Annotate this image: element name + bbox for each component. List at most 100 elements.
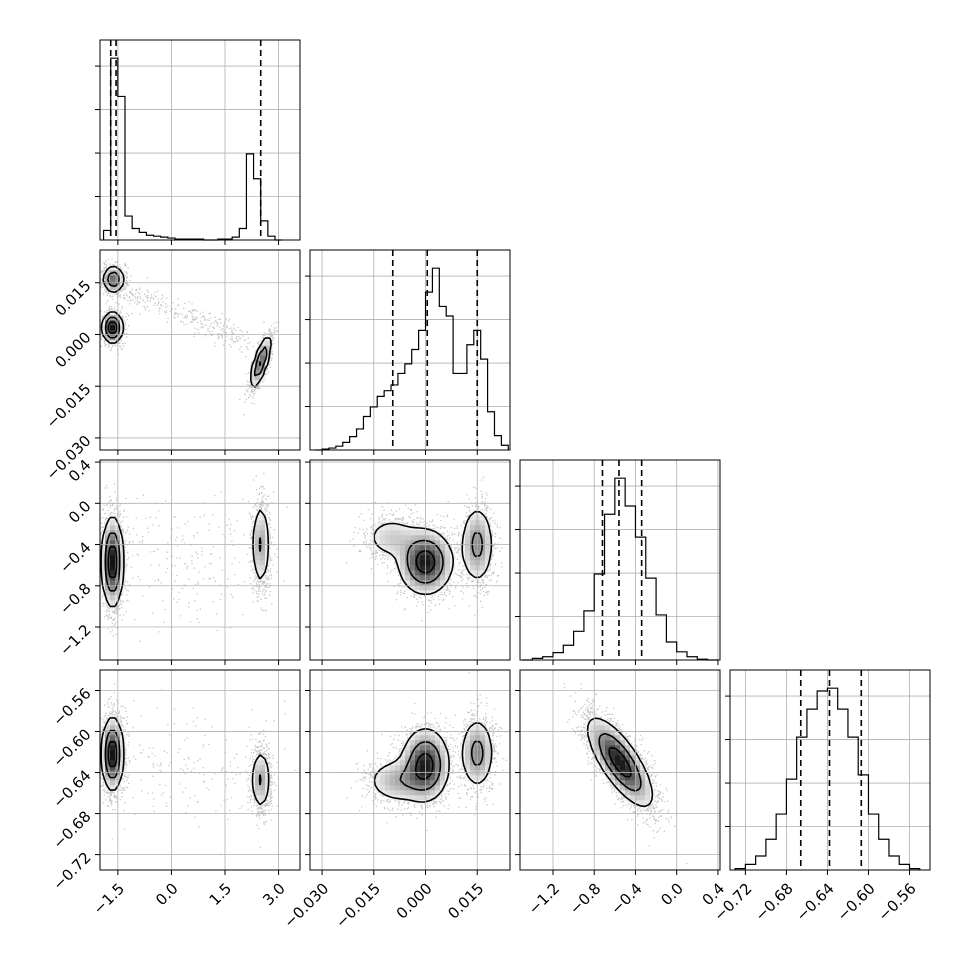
density-cell xyxy=(395,760,401,766)
x-tick-label: 0.0 xyxy=(152,880,182,910)
density-cell xyxy=(620,765,626,771)
density-cell xyxy=(110,600,116,606)
x-tick-label: 1.5 xyxy=(206,880,236,910)
panel-frame xyxy=(99,249,301,451)
density-cell xyxy=(435,780,441,786)
density-cell xyxy=(425,550,431,556)
density-cell xyxy=(625,790,631,796)
density-cell xyxy=(395,545,401,551)
density-cell xyxy=(400,545,406,551)
density-cell xyxy=(105,775,111,781)
density-cell xyxy=(390,775,396,781)
density-cell xyxy=(260,570,266,576)
density-cell xyxy=(410,550,416,556)
density-cell xyxy=(110,520,116,526)
density-cell xyxy=(615,785,621,791)
density-cell xyxy=(375,545,381,551)
density-cell xyxy=(620,780,626,786)
density-cell xyxy=(415,795,421,801)
density-cell xyxy=(405,575,411,581)
density-cell xyxy=(375,540,381,546)
density-cell xyxy=(485,755,491,761)
panel-contents xyxy=(345,476,503,622)
density-cell xyxy=(415,765,421,771)
density-cell xyxy=(395,525,401,531)
density-cell xyxy=(420,560,426,566)
density-cell xyxy=(410,545,416,551)
density-cell xyxy=(595,750,601,756)
density-cell xyxy=(390,525,396,531)
density-cell xyxy=(260,540,266,546)
density-cell xyxy=(480,780,486,786)
density-cell xyxy=(590,720,596,726)
density-cell xyxy=(420,795,426,801)
density-cell xyxy=(415,570,421,576)
density-cell xyxy=(105,755,111,761)
density-cell xyxy=(385,545,391,551)
density-cell xyxy=(260,760,266,766)
density-cell xyxy=(110,760,116,766)
density-cell xyxy=(395,540,401,546)
x-tick-label: −0.015 xyxy=(332,880,384,932)
density-cell xyxy=(400,525,406,531)
density-cell xyxy=(595,755,601,761)
density-cell xyxy=(485,750,491,756)
density-cell xyxy=(630,750,636,756)
density-cell xyxy=(105,335,111,341)
density-cell xyxy=(615,760,621,766)
density-cell xyxy=(400,775,406,781)
density-cell xyxy=(410,540,416,546)
density-cell xyxy=(625,765,631,771)
density-cell xyxy=(100,745,106,751)
density-cell xyxy=(120,560,126,566)
density-cell xyxy=(405,540,411,546)
density-cell xyxy=(400,765,406,771)
density-cell xyxy=(405,755,411,761)
density-cell xyxy=(610,765,616,771)
histogram-panel-p3 xyxy=(725,669,931,875)
density-cell xyxy=(640,795,646,801)
density-cell xyxy=(415,755,421,761)
density-cell xyxy=(255,565,261,571)
density-cell xyxy=(635,800,641,806)
density-cell xyxy=(485,745,491,751)
density-cell xyxy=(640,780,646,786)
density-cell xyxy=(485,555,491,561)
panel-frame xyxy=(309,459,511,661)
density-cell xyxy=(470,740,476,746)
density-cell xyxy=(395,755,401,761)
density-cell xyxy=(260,765,266,771)
density-cell xyxy=(265,340,271,346)
density-cell xyxy=(390,520,396,526)
density-cell xyxy=(400,785,406,791)
x-tick-label: −0.56 xyxy=(875,880,920,925)
y-tick-label: −0.60 xyxy=(49,725,94,770)
density-cell xyxy=(610,730,616,736)
density-cell xyxy=(110,590,116,596)
density-cell xyxy=(105,730,111,736)
density-cell xyxy=(445,555,451,561)
density-cell xyxy=(260,520,266,526)
histogram-step-line xyxy=(102,57,283,241)
density-cell xyxy=(260,525,266,531)
density-cell xyxy=(475,730,481,736)
density-cell xyxy=(410,765,416,771)
density-cell xyxy=(255,365,261,371)
density-cell xyxy=(590,740,596,746)
density-cell xyxy=(255,520,261,526)
density-cell xyxy=(395,550,401,556)
density-cell xyxy=(630,760,636,766)
density-cell xyxy=(425,535,431,541)
density-cell xyxy=(590,730,596,736)
density-cell xyxy=(600,740,606,746)
density-cell xyxy=(255,760,261,766)
density-cell xyxy=(615,750,621,756)
density-cell xyxy=(385,530,391,536)
density-cell xyxy=(420,765,426,771)
density-cell xyxy=(485,735,491,741)
density-cell xyxy=(485,535,491,541)
density-cell xyxy=(420,590,426,596)
density-cell xyxy=(260,350,266,356)
density-cell xyxy=(110,565,116,571)
density-cell xyxy=(615,730,621,736)
